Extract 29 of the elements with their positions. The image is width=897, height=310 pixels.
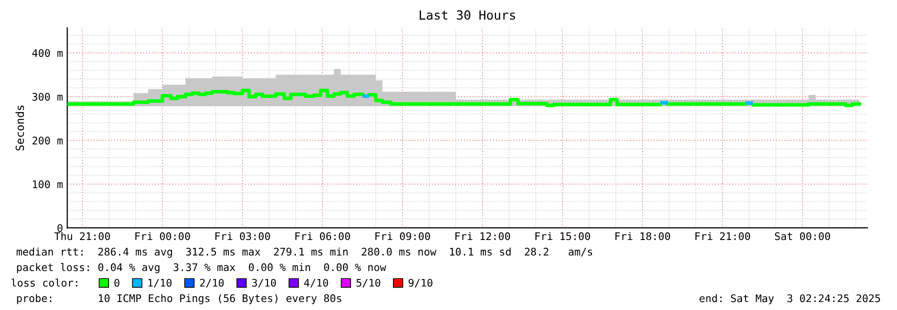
text: median rtt: 286.4 ms avg 312.5 ms max 279.1 ms min 280.0 ms now 10.1 ms sd 28.2 am/s (16, 248, 592, 258)
legend-label: 2/10 (200, 278, 224, 288)
legend-label: 4/10 (304, 278, 328, 288)
legend-label: 5/10 (356, 278, 380, 288)
text: probe: 10 ICMP Echo Pings (56 Bytes) every 80s (17, 294, 342, 304)
legend-label: 0 (114, 278, 120, 287)
y-tick-label: 400 m (32, 49, 63, 57)
x-tick-label: Fri 03:00 (215, 232, 270, 240)
y-tick-label: 0 (58, 224, 62, 232)
legend-label: 1/10 (148, 278, 172, 288)
y-tick-label: 100 m (33, 180, 63, 188)
chart-title: Last 30 Hours (420, 10, 516, 20)
x-tick-label: Fri 06:00 (295, 232, 350, 240)
x-tick-label: Thu 21:00 (54, 232, 110, 240)
x-tick-label: Fri 18:00 (615, 232, 670, 240)
y-tick-label: 300 m (32, 92, 63, 101)
x-tick-label: Fri 09:00 (375, 232, 430, 240)
legend-title: loss color: (12, 278, 78, 287)
y-axis-title: Seconds (15, 106, 24, 151)
text: packet loss: 0.04 % avg 3.37 % max 0.00 % min 0.00 % now (17, 263, 386, 274)
x-tick-label: Fri 12:00 (455, 232, 510, 240)
text: end: Sat May 3 02:24:25 2025 (700, 294, 880, 304)
x-tick-label: Fri 21:00 (695, 232, 750, 240)
legend-label: 9/10 (408, 278, 432, 288)
x-tick-label: Fri 15:00 (535, 232, 590, 240)
y-tick-label: 200 m (32, 136, 63, 144)
x-tick-label: Sat 00:00 (774, 232, 830, 240)
x-tick-label: Fri 00:00 (135, 232, 190, 240)
legend-label: 3/10 (252, 278, 276, 288)
